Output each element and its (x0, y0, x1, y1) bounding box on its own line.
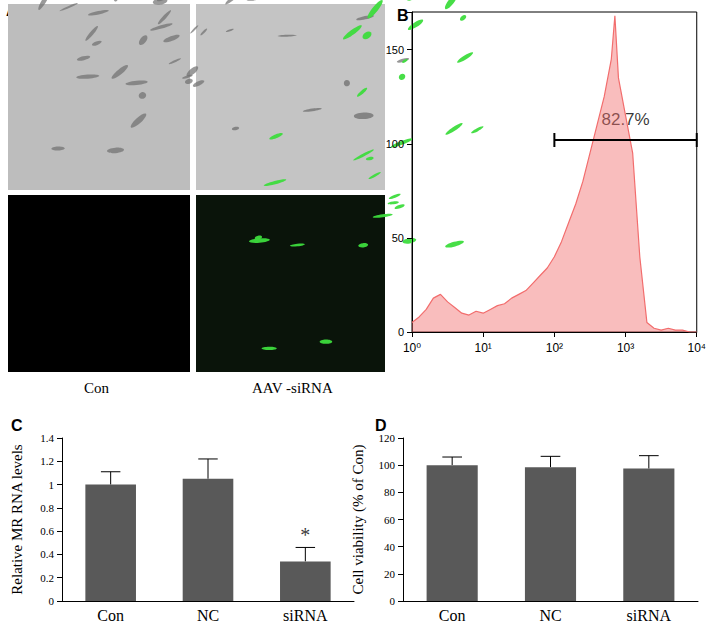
svg-text:NC: NC (197, 607, 219, 624)
svg-text:1.2: 1.2 (40, 455, 54, 467)
svg-text:120: 120 (379, 432, 396, 444)
svg-text:80: 80 (384, 486, 396, 498)
svg-text:0: 0 (398, 326, 404, 338)
svg-text:150: 150 (386, 44, 404, 56)
svg-text:0.8: 0.8 (40, 502, 54, 514)
svg-text:10¹: 10¹ (475, 341, 492, 355)
svg-text:Cell viability (% of Con): Cell viability (% of Con) (350, 445, 367, 595)
svg-text:*: * (300, 524, 310, 546)
svg-text:NC: NC (539, 607, 561, 624)
svg-text:AAV -siRNA: AAV -siRNA (252, 380, 333, 396)
svg-text:1: 1 (49, 479, 55, 491)
svg-text:100: 100 (379, 459, 396, 471)
svg-text:0: 0 (49, 595, 55, 607)
svg-text:100: 100 (386, 138, 404, 150)
svg-text:D: D (375, 417, 387, 434)
svg-text:Con: Con (97, 607, 124, 624)
svg-text:60: 60 (384, 514, 396, 526)
svg-text:10⁴: 10⁴ (687, 341, 706, 355)
svg-text:Con: Con (84, 380, 110, 396)
svg-text:Con: Con (439, 607, 466, 624)
svg-text:0: 0 (390, 595, 396, 607)
svg-text:40: 40 (384, 541, 396, 553)
svg-text:Relative MR RNA levels: Relative MR RNA levels (9, 444, 25, 595)
svg-text:siRNA: siRNA (283, 607, 328, 624)
svg-text:10⁰: 10⁰ (403, 341, 421, 355)
svg-text:50: 50 (392, 232, 404, 244)
svg-text:0.4: 0.4 (40, 548, 54, 560)
svg-text:B: B (397, 7, 409, 24)
svg-text:1.4: 1.4 (40, 432, 54, 444)
svg-text:siRNA: siRNA (627, 607, 672, 624)
svg-text:20: 20 (384, 568, 396, 580)
svg-text:10²: 10² (546, 341, 563, 355)
svg-text:C: C (11, 417, 23, 434)
svg-text:0.6: 0.6 (40, 525, 54, 537)
svg-text:10³: 10³ (617, 341, 634, 355)
svg-text:0.2: 0.2 (40, 572, 54, 584)
